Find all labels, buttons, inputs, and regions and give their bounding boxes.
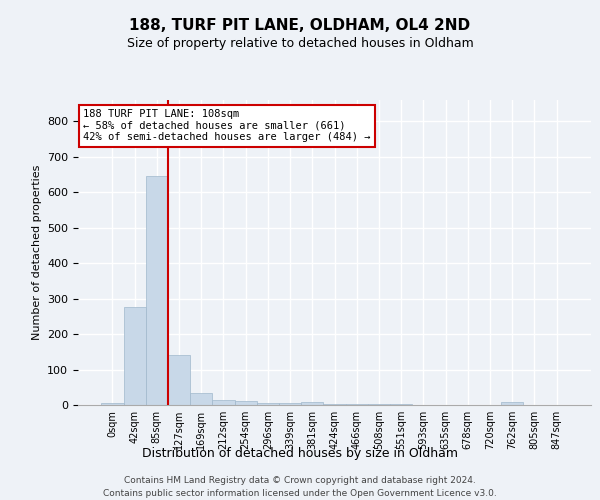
Text: Distribution of detached houses by size in Oldham: Distribution of detached houses by size …	[142, 448, 458, 460]
Y-axis label: Number of detached properties: Number of detached properties	[32, 165, 41, 340]
Text: 188, TURF PIT LANE, OLDHAM, OL4 2ND: 188, TURF PIT LANE, OLDHAM, OL4 2ND	[130, 18, 470, 32]
Text: Size of property relative to detached houses in Oldham: Size of property relative to detached ho…	[127, 38, 473, 51]
Bar	[346, 404, 368, 405]
Bar	[279, 403, 301, 405]
Bar	[368, 404, 390, 405]
Bar	[501, 402, 523, 405]
Bar	[190, 394, 212, 405]
Bar	[257, 403, 279, 405]
Bar	[101, 403, 124, 405]
Text: Contains public sector information licensed under the Open Government Licence v3: Contains public sector information licen…	[103, 489, 497, 498]
Bar	[146, 176, 168, 405]
Bar	[323, 404, 346, 405]
Text: Contains HM Land Registry data © Crown copyright and database right 2024.: Contains HM Land Registry data © Crown c…	[124, 476, 476, 485]
Bar	[168, 356, 190, 405]
Bar	[390, 404, 412, 405]
Text: 188 TURF PIT LANE: 108sqm
← 58% of detached houses are smaller (661)
42% of semi: 188 TURF PIT LANE: 108sqm ← 58% of detac…	[83, 109, 371, 142]
Bar	[124, 308, 146, 405]
Bar	[235, 402, 257, 405]
Bar	[301, 402, 323, 405]
Bar	[212, 400, 235, 405]
